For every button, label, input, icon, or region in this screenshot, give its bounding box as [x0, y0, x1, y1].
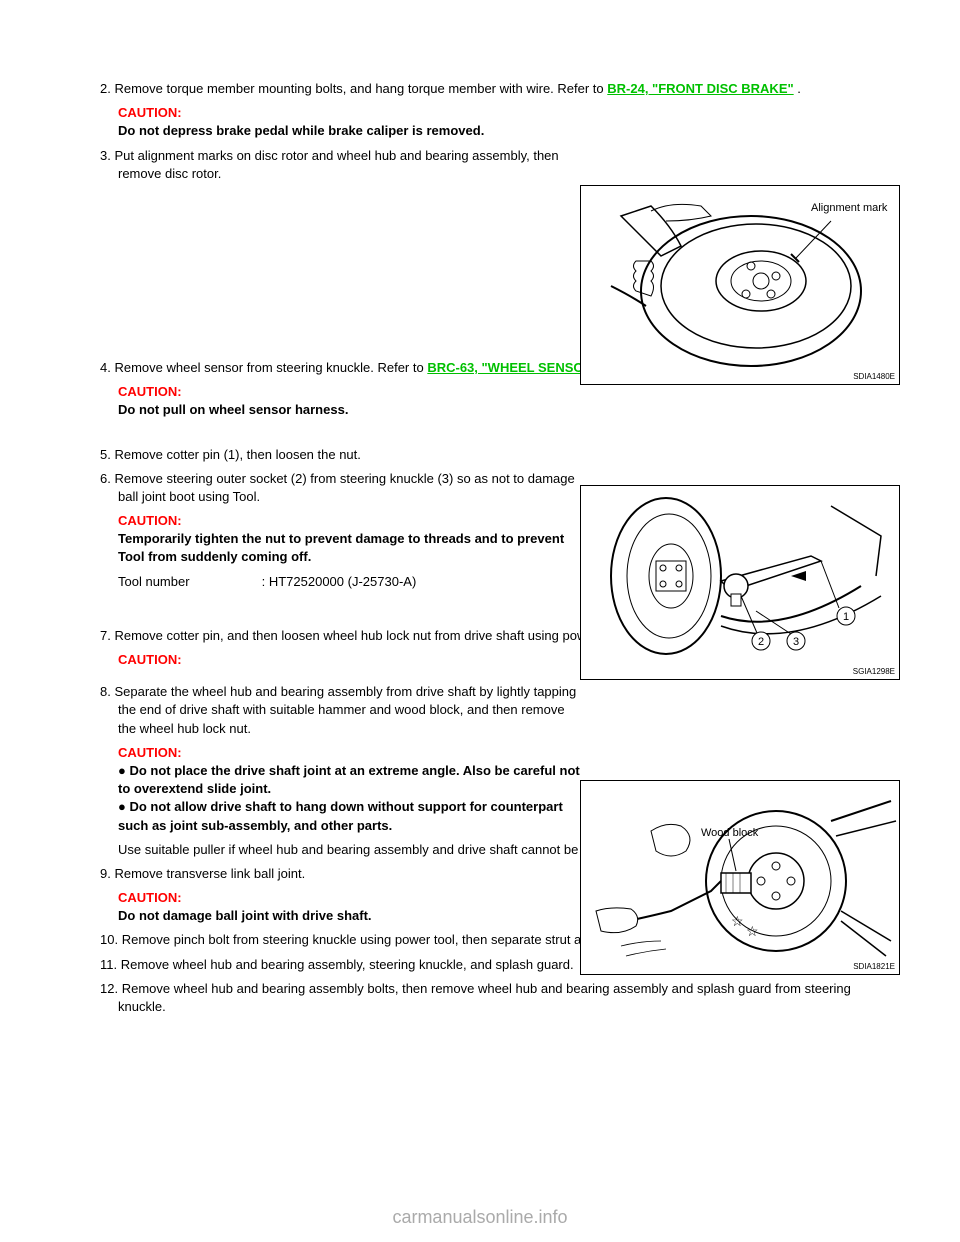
svg-text:Alignment mark: Alignment mark [811, 202, 888, 214]
step-text: Remove cotter pin, and then loosen wheel… [114, 628, 626, 643]
step-number: 10. [100, 932, 118, 947]
step-text: Remove transverse link ball joint. [114, 866, 305, 881]
svg-text:1: 1 [843, 611, 849, 623]
step-2: 2. Remove torque member mounting bolts, … [100, 80, 900, 98]
caution-6: CAUTION: Temporarily tighten the nut to … [100, 512, 580, 567]
link-front-disc-brake[interactable]: BR-24, "FRONT DISC BRAKE" [607, 81, 793, 96]
caution-label: CAUTION: [118, 105, 182, 120]
step-number: 6. [100, 471, 111, 486]
caution-label: CAUTION: [118, 513, 182, 528]
tool-value: : HT72520000 (J-25730-A) [262, 574, 417, 589]
caution-text: Do not pull on wheel sensor harness. [118, 402, 348, 417]
caution-text: Do not damage ball joint with drive shaf… [118, 908, 372, 923]
caution-label: CAUTION: [118, 745, 182, 760]
tool-label: Tool number [118, 573, 258, 591]
step-text: Separate the wheel hub and bearing assem… [114, 684, 576, 735]
step-number: 3. [100, 148, 111, 163]
step-text: Remove torque member mounting bolts, and… [114, 81, 607, 96]
step-number: 4. [100, 360, 111, 375]
step-text: Put alignment marks on disc rotor and wh… [114, 148, 558, 181]
figure-code: SDIA1821E [853, 961, 895, 972]
step-8: 8. Separate the wheel hub and bearing as… [100, 683, 580, 738]
step-number: 2. [100, 81, 111, 96]
step-text: Remove wheel sensor from steering knuckl… [114, 360, 427, 375]
figure-wood-block: ☆ ☆ Wood block SDIA1821E [580, 780, 900, 975]
caution-label: CAUTION: [118, 890, 182, 905]
step-3: 3. Put alignment marks on disc rotor and… [100, 147, 580, 183]
step-text: Remove wheel hub and bearing assembly, s… [121, 957, 574, 972]
svg-text:☆: ☆ [731, 913, 744, 929]
figure-code: SDIA1480E [853, 371, 895, 382]
caution-text: Temporarily tighten the nut to prevent d… [118, 531, 564, 564]
svg-text:Wood block: Wood block [701, 827, 759, 839]
footer-watermark: carmanualsonline.info [0, 1205, 960, 1230]
caution-4: CAUTION: Do not pull on wheel sensor har… [100, 383, 900, 419]
svg-text:☆: ☆ [746, 923, 759, 939]
caution-item: ● Do not place the drive shaft joint at … [118, 762, 580, 798]
step-number: 12. [100, 981, 118, 996]
caution-label: CAUTION: [118, 384, 182, 399]
step-5: 5. Remove cotter pin (1), then loosen th… [100, 446, 580, 464]
step-number: 9. [100, 866, 111, 881]
step-number: 8. [100, 684, 111, 699]
step-text-after: . [797, 81, 801, 96]
step-6: 6. Remove steering outer socket (2) from… [100, 470, 580, 506]
figure-alignment-mark: Alignment mark SDIA1480E [580, 185, 900, 385]
caution-8: CAUTION: ● Do not place the drive shaft … [100, 744, 580, 835]
tool-spec: Tool number : HT72520000 (J-25730-A) [100, 573, 580, 591]
svg-text:3: 3 [793, 636, 799, 648]
step-number: 5. [100, 447, 111, 462]
figure-code: SGIA1298E [853, 666, 895, 677]
svg-text:2: 2 [758, 636, 764, 648]
step-12: 12. Remove wheel hub and bearing assembl… [100, 980, 900, 1016]
caution-label: CAUTION: [118, 652, 182, 667]
figure-outer-socket: 1 2 3 SGIA1298E [580, 485, 900, 680]
step-number: 7. [100, 628, 111, 643]
step-number: 11. [100, 957, 117, 972]
step-text: Remove cotter pin (1), then loosen the n… [114, 447, 360, 462]
step-text: Remove steering outer socket (2) from st… [114, 471, 574, 504]
step-text: Remove wheel hub and bearing assembly bo… [118, 981, 851, 1014]
caution-text: Do not depress brake pedal while brake c… [118, 123, 484, 138]
caution-item: ● Do not allow drive shaft to hang down … [118, 798, 580, 834]
caution-2: CAUTION: Do not depress brake pedal whil… [100, 104, 900, 140]
